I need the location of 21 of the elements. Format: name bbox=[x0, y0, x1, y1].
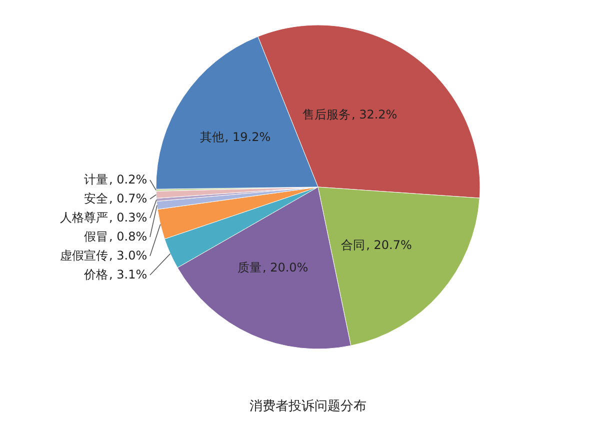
data-label: , 20.7% bbox=[366, 238, 412, 252]
slice-label: 计量 bbox=[84, 172, 108, 186]
text: 消费者投诉问题分布 bbox=[250, 399, 366, 414]
slice-label: 其他 bbox=[200, 130, 224, 144]
slice-label: 合同 bbox=[341, 238, 366, 252]
data-label: , 32.2% bbox=[351, 107, 398, 122]
slice-label: 价格 bbox=[83, 267, 108, 282]
data-label: , 0.8% bbox=[109, 229, 148, 244]
slice-label: 售后服务 bbox=[302, 107, 350, 122]
data-label: , 0.2% bbox=[109, 172, 148, 186]
data-label: , 3.1% bbox=[109, 267, 148, 282]
data-label: , 3.0% bbox=[109, 248, 148, 262]
slice-label: 虚假宣传 bbox=[60, 248, 108, 262]
data-label: , 20.0% bbox=[262, 260, 308, 275]
data-label: , 0.7% bbox=[109, 191, 148, 206]
slice-label: 人格尊严 bbox=[60, 210, 108, 224]
slice-label: 假冒 bbox=[84, 229, 108, 244]
data-label: , 19.2% bbox=[224, 130, 271, 144]
slice-label: 安全 bbox=[84, 191, 108, 206]
slice-label: 质量 bbox=[237, 260, 262, 275]
data-label: , 0.3% bbox=[109, 210, 148, 224]
